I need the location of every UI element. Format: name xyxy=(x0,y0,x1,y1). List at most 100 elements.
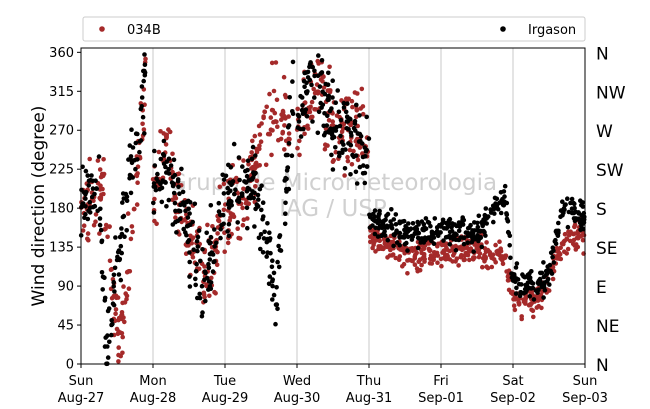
data-point xyxy=(257,132,263,137)
data-point xyxy=(270,277,276,282)
data-point xyxy=(339,139,345,145)
data-point xyxy=(83,168,89,174)
data-point xyxy=(132,206,137,212)
data-point xyxy=(212,289,217,295)
data-point xyxy=(393,230,399,236)
data-point xyxy=(98,227,104,233)
data-point xyxy=(552,239,558,244)
x-tick-date: Aug-27 xyxy=(58,391,105,406)
data-point xyxy=(505,219,511,224)
data-point xyxy=(432,216,438,221)
data-point xyxy=(113,235,118,240)
data-point xyxy=(321,85,327,90)
data-point xyxy=(343,147,348,152)
data-point xyxy=(389,207,394,212)
data-point xyxy=(176,184,181,190)
data-point xyxy=(213,247,218,253)
data-point xyxy=(447,242,453,247)
x-tick-day: Sat xyxy=(502,374,523,389)
y-tick-label: 270 xyxy=(49,124,74,139)
data-point xyxy=(372,208,378,213)
data-point xyxy=(280,110,286,115)
y-tick-label: 180 xyxy=(49,202,74,217)
data-point xyxy=(99,239,104,245)
data-point xyxy=(221,191,227,196)
data-point xyxy=(97,167,103,172)
plot-frame xyxy=(80,47,586,365)
data-point xyxy=(309,114,314,120)
data-point xyxy=(572,224,577,229)
data-point xyxy=(468,222,473,228)
data-point xyxy=(470,231,476,236)
data-point xyxy=(111,284,116,289)
data-point xyxy=(493,260,499,265)
data-point xyxy=(122,319,127,325)
data-point xyxy=(472,255,477,260)
data-point xyxy=(393,222,399,227)
data-point xyxy=(573,247,579,252)
data-point xyxy=(419,250,424,256)
data-point xyxy=(341,121,347,127)
data-point xyxy=(381,218,387,224)
data-point xyxy=(459,247,465,253)
data-point xyxy=(501,189,507,194)
data-point xyxy=(539,305,544,311)
data-point xyxy=(119,312,125,317)
data-point xyxy=(400,264,405,269)
data-point xyxy=(102,275,107,281)
data-point xyxy=(530,308,536,314)
legend-label-034b: 034B xyxy=(127,23,161,38)
data-point xyxy=(359,141,365,146)
data-point xyxy=(421,222,427,227)
data-point xyxy=(120,200,125,205)
data-point xyxy=(93,212,99,217)
data-point xyxy=(580,237,586,243)
data-point xyxy=(479,244,485,250)
data-point xyxy=(375,234,381,239)
data-point xyxy=(89,194,95,200)
data-point xyxy=(497,239,502,244)
data-point xyxy=(287,95,293,100)
data-point xyxy=(419,262,424,268)
data-point xyxy=(361,163,366,168)
data-point xyxy=(482,255,488,260)
data-point xyxy=(135,180,140,185)
data-point xyxy=(350,152,355,158)
data-point xyxy=(119,250,124,256)
data-point xyxy=(275,259,280,265)
data-point xyxy=(465,233,471,239)
data-point xyxy=(372,231,378,237)
data-point xyxy=(155,171,160,177)
data-point xyxy=(404,240,409,246)
data-point xyxy=(273,302,279,308)
data-point xyxy=(250,138,255,144)
data-point xyxy=(536,278,541,284)
data-point xyxy=(428,223,433,229)
data-point xyxy=(235,220,240,225)
data-point xyxy=(527,294,533,299)
data-point xyxy=(226,233,232,239)
data-point xyxy=(555,256,561,261)
data-point xyxy=(330,159,336,164)
data-point xyxy=(476,245,481,250)
data-point xyxy=(329,106,334,111)
data-point xyxy=(137,149,142,155)
data-point xyxy=(321,74,326,80)
data-point xyxy=(548,268,553,274)
data-point xyxy=(118,243,124,249)
data-point xyxy=(362,180,368,186)
data-point xyxy=(572,243,577,248)
data-point xyxy=(273,321,278,327)
data-point xyxy=(97,222,103,228)
data-point xyxy=(404,226,410,231)
data-point xyxy=(382,233,388,238)
data-point xyxy=(97,216,103,221)
data-point xyxy=(362,170,368,176)
data-point xyxy=(444,256,450,262)
data-point xyxy=(164,132,169,138)
data-point xyxy=(216,217,221,223)
data-point xyxy=(207,284,213,289)
data-point xyxy=(530,285,536,291)
data-point xyxy=(330,167,336,172)
data-point xyxy=(326,93,332,99)
